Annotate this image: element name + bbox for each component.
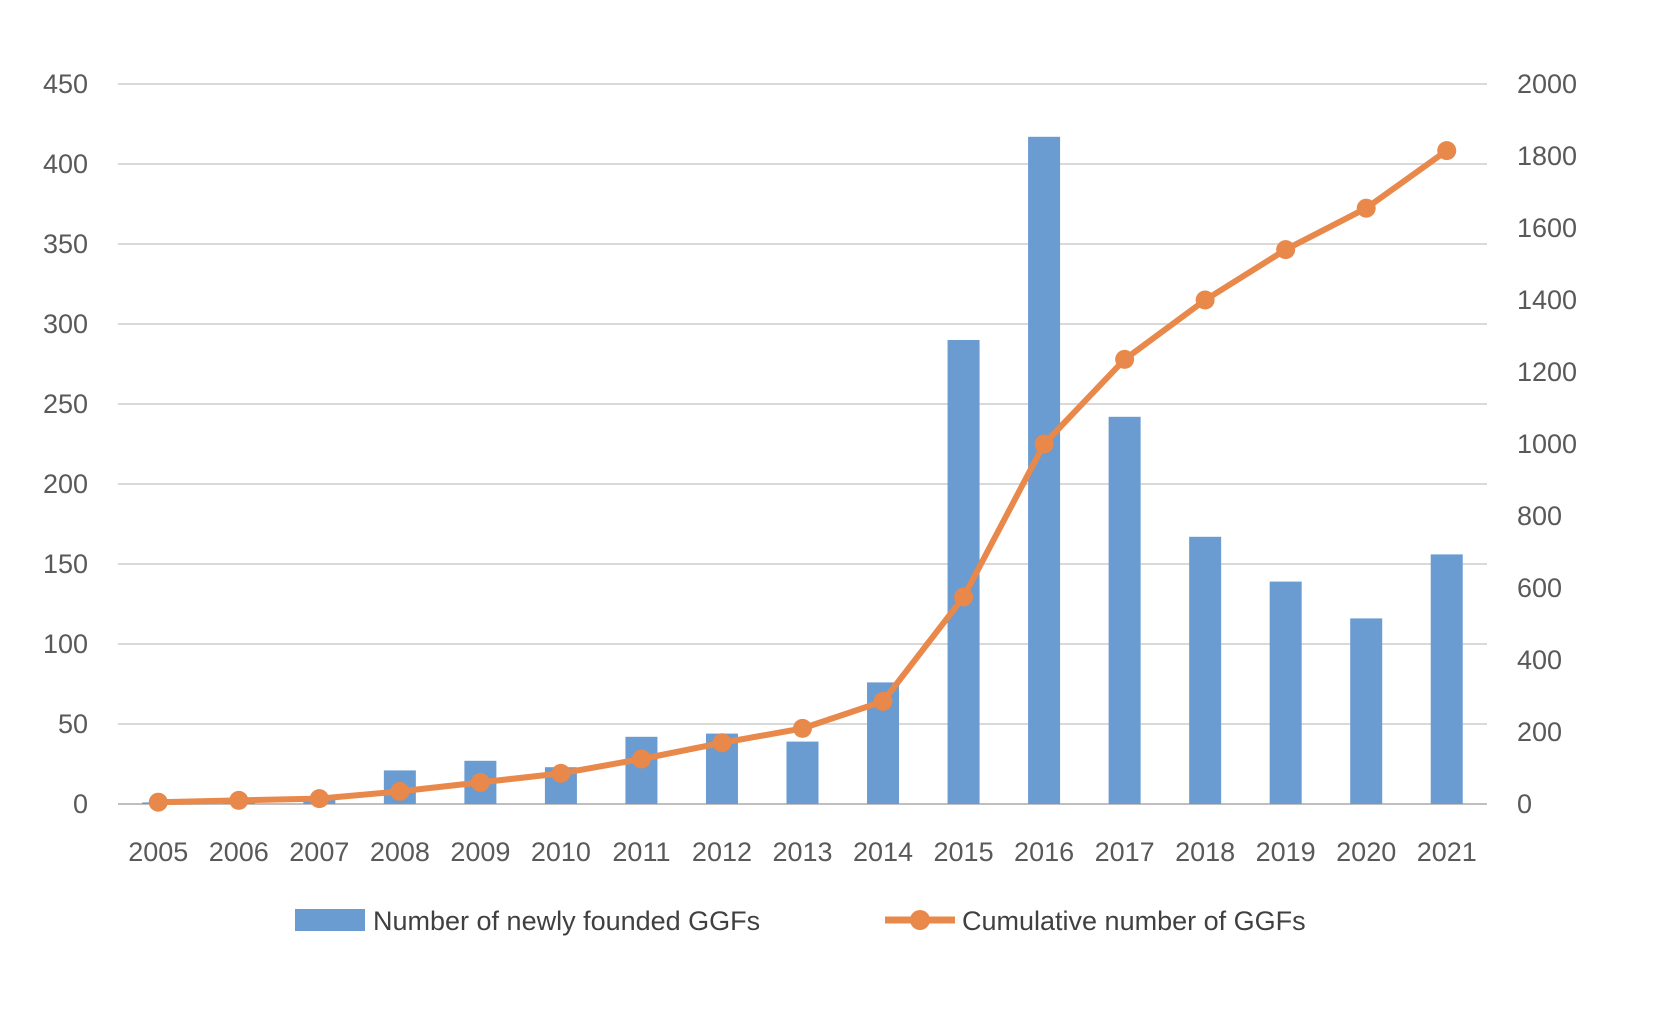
x-tick-label: 2020 [1336, 837, 1396, 867]
line-point [873, 691, 893, 711]
bar [625, 736, 658, 804]
line-series [148, 141, 1457, 812]
x-tick-label: 2008 [370, 837, 430, 867]
line-point [1115, 349, 1135, 369]
x-tick-label: 2015 [934, 837, 994, 867]
x-tick-label: 2017 [1095, 837, 1155, 867]
legend-swatch-bar [295, 909, 365, 931]
x-tick-label: 2016 [1014, 837, 1074, 867]
bar [1350, 618, 1383, 804]
bar [1430, 554, 1463, 804]
line-point [390, 781, 410, 801]
line-point [1356, 198, 1376, 218]
left-tick-label: 250 [43, 389, 88, 419]
x-tick-label: 2018 [1175, 837, 1235, 867]
right-tick-label: 1800 [1517, 141, 1577, 171]
right-tick-label: 2000 [1517, 69, 1577, 99]
x-tick-label: 2011 [612, 837, 670, 867]
x-tick-label: 2010 [531, 837, 591, 867]
right-tick-label: 0 [1517, 789, 1532, 819]
right-tick-label: 1200 [1517, 357, 1577, 387]
legend-swatch-marker [910, 910, 930, 930]
left-axis-ticks: 0 50 100 150 200 250 300 350 400 450 [43, 69, 88, 819]
x-tick-label: 2012 [692, 837, 752, 867]
x-tick-label: 2007 [289, 837, 349, 867]
x-axis-ticks: 2005 2006 2007 2008 2009 2010 2011 2012 2013 2014… [128, 837, 1477, 867]
bar [1189, 536, 1222, 804]
line-point [470, 772, 490, 792]
line-point [631, 749, 651, 769]
left-tick-label: 0 [73, 789, 88, 819]
right-tick-label: 1400 [1517, 285, 1577, 315]
bar-series [142, 136, 1463, 805]
left-tick-label: 150 [43, 549, 88, 579]
line-point [712, 733, 732, 753]
legend-label-bar: Number of newly founded GGFs [373, 906, 760, 936]
legend: Number of newly founded GGFs Cumulative … [295, 906, 1306, 936]
bar [1269, 581, 1302, 804]
bar [786, 741, 819, 804]
right-tick-label: 200 [1517, 717, 1562, 747]
right-axis-ticks: 0 200 400 600 800 1000 1200 1400 1600 1800 2000 [1517, 69, 1577, 819]
line-point [1437, 141, 1457, 161]
line-point [793, 718, 812, 738]
line-point [954, 587, 974, 607]
right-tick-label: 1000 [1517, 429, 1577, 459]
x-tick-label: 2009 [450, 837, 510, 867]
right-tick-label: 400 [1517, 645, 1562, 675]
line-point [309, 789, 329, 809]
x-tick-label: 2014 [853, 837, 913, 867]
line-point [1034, 434, 1054, 454]
left-tick-label: 450 [43, 69, 88, 99]
right-tick-label: 600 [1517, 573, 1562, 603]
line-point [1195, 290, 1215, 310]
line-point [148, 792, 168, 812]
right-tick-label: 800 [1517, 501, 1562, 531]
left-tick-label: 300 [43, 309, 88, 339]
x-tick-label: 2005 [128, 837, 188, 867]
left-tick-label: 200 [43, 469, 88, 499]
line-point [229, 790, 249, 810]
x-tick-label: 2019 [1256, 837, 1316, 867]
left-tick-label: 50 [58, 709, 88, 739]
left-tick-label: 350 [43, 229, 88, 259]
left-tick-label: 400 [43, 149, 88, 179]
left-tick-label: 100 [43, 629, 88, 659]
line-point [551, 763, 571, 783]
x-tick-label: 2013 [772, 837, 832, 867]
right-tick-label: 1600 [1517, 213, 1577, 243]
series-line [155, 147, 1450, 806]
line-point [1276, 240, 1296, 260]
x-tick-label: 2006 [209, 837, 269, 867]
x-tick-label: 2021 [1417, 837, 1477, 867]
gridlines [118, 83, 1487, 805]
legend-label-line: Cumulative number of GGFs [962, 906, 1306, 936]
bar [1108, 416, 1141, 804]
